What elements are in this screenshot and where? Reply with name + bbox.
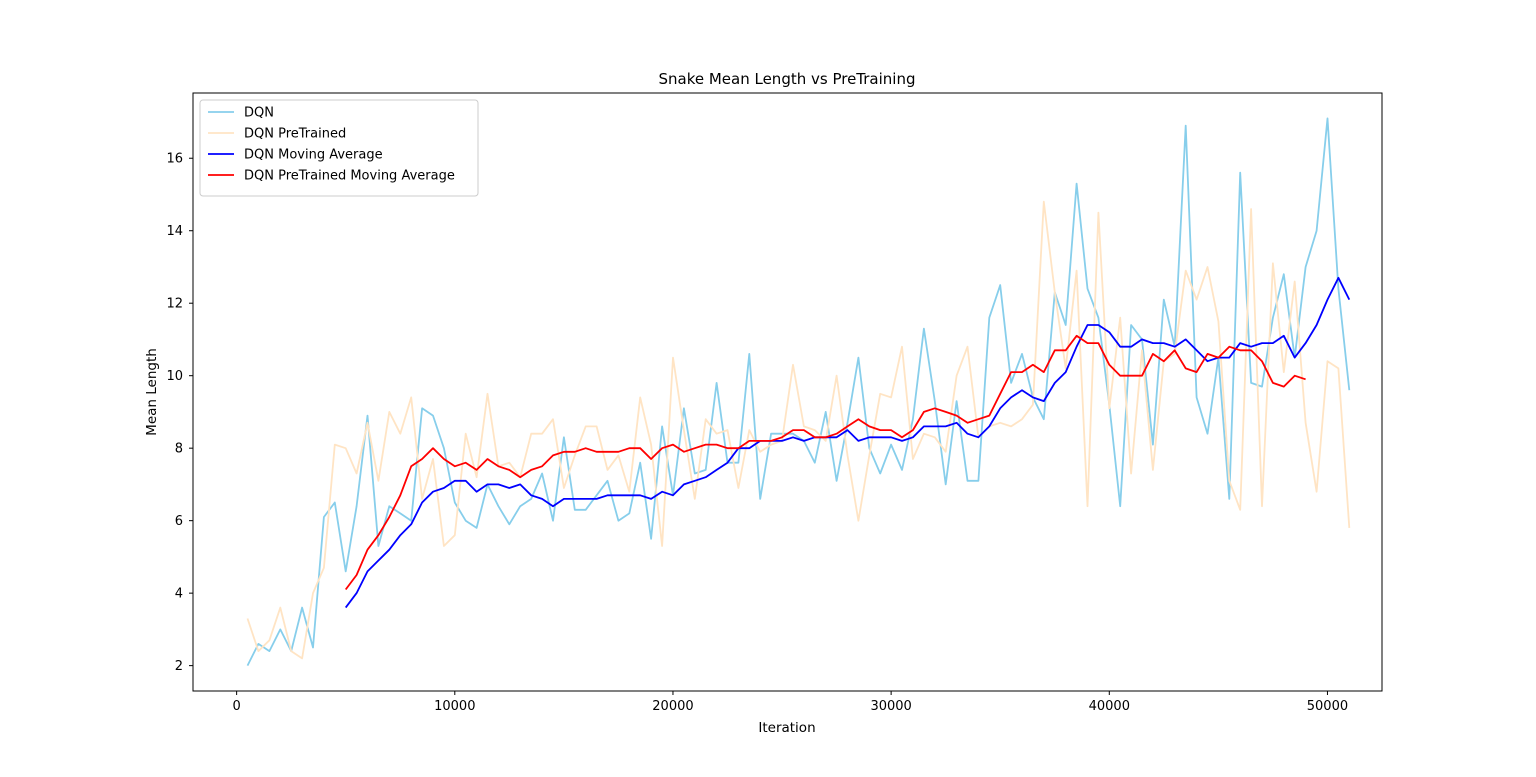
series-line-dqn-moving-average xyxy=(344,276,1351,609)
y-tick-label: 16 xyxy=(166,152,183,167)
legend-label-dqn: DQN xyxy=(244,106,274,121)
plot-frame xyxy=(192,92,1383,692)
y-axis-label: Mean Length xyxy=(144,348,160,436)
legend-label-dqn-pretrained-moving-average: DQN PreTrained Moving Average xyxy=(244,169,455,184)
legend-box xyxy=(199,99,479,197)
x-tick-label: 20000 xyxy=(652,699,693,714)
x-tick-label: 50000 xyxy=(1307,699,1348,714)
x-tick-label: 30000 xyxy=(870,699,911,714)
y-axis: 2 4 6 8 10 12 14 16 xyxy=(166,152,193,674)
legend-label-dqn-moving-average: DQN Moving Average xyxy=(244,148,383,163)
y-tick-label: 8 xyxy=(175,442,183,457)
x-tick-label: 40000 xyxy=(1089,699,1130,714)
series-line-dqn xyxy=(246,117,1351,667)
y-tick-label: 6 xyxy=(175,514,183,529)
legend-label-dqn-pretrained: DQN PreTrained xyxy=(244,127,346,142)
legend: DQN DQN PreTrained DQN Moving Average DQN P… xyxy=(199,99,479,197)
x-axis-label: Iteration xyxy=(758,720,815,736)
plot-area xyxy=(246,117,1351,667)
chart-title: Snake Mean Length vs PreTraining xyxy=(658,70,915,88)
series-line-dqn-pretrained-moving-average xyxy=(344,334,1306,591)
x-tick-label: 0 xyxy=(232,699,240,714)
y-tick-label: 4 xyxy=(175,587,183,602)
y-tick-label: 10 xyxy=(166,369,183,384)
y-tick-label: 2 xyxy=(175,659,183,674)
y-tick-label: 14 xyxy=(166,224,183,239)
y-tick-label: 12 xyxy=(166,297,183,312)
x-axis: 0 10000 20000 30000 40000 50000 xyxy=(232,691,1348,714)
x-tick-label: 10000 xyxy=(434,699,475,714)
